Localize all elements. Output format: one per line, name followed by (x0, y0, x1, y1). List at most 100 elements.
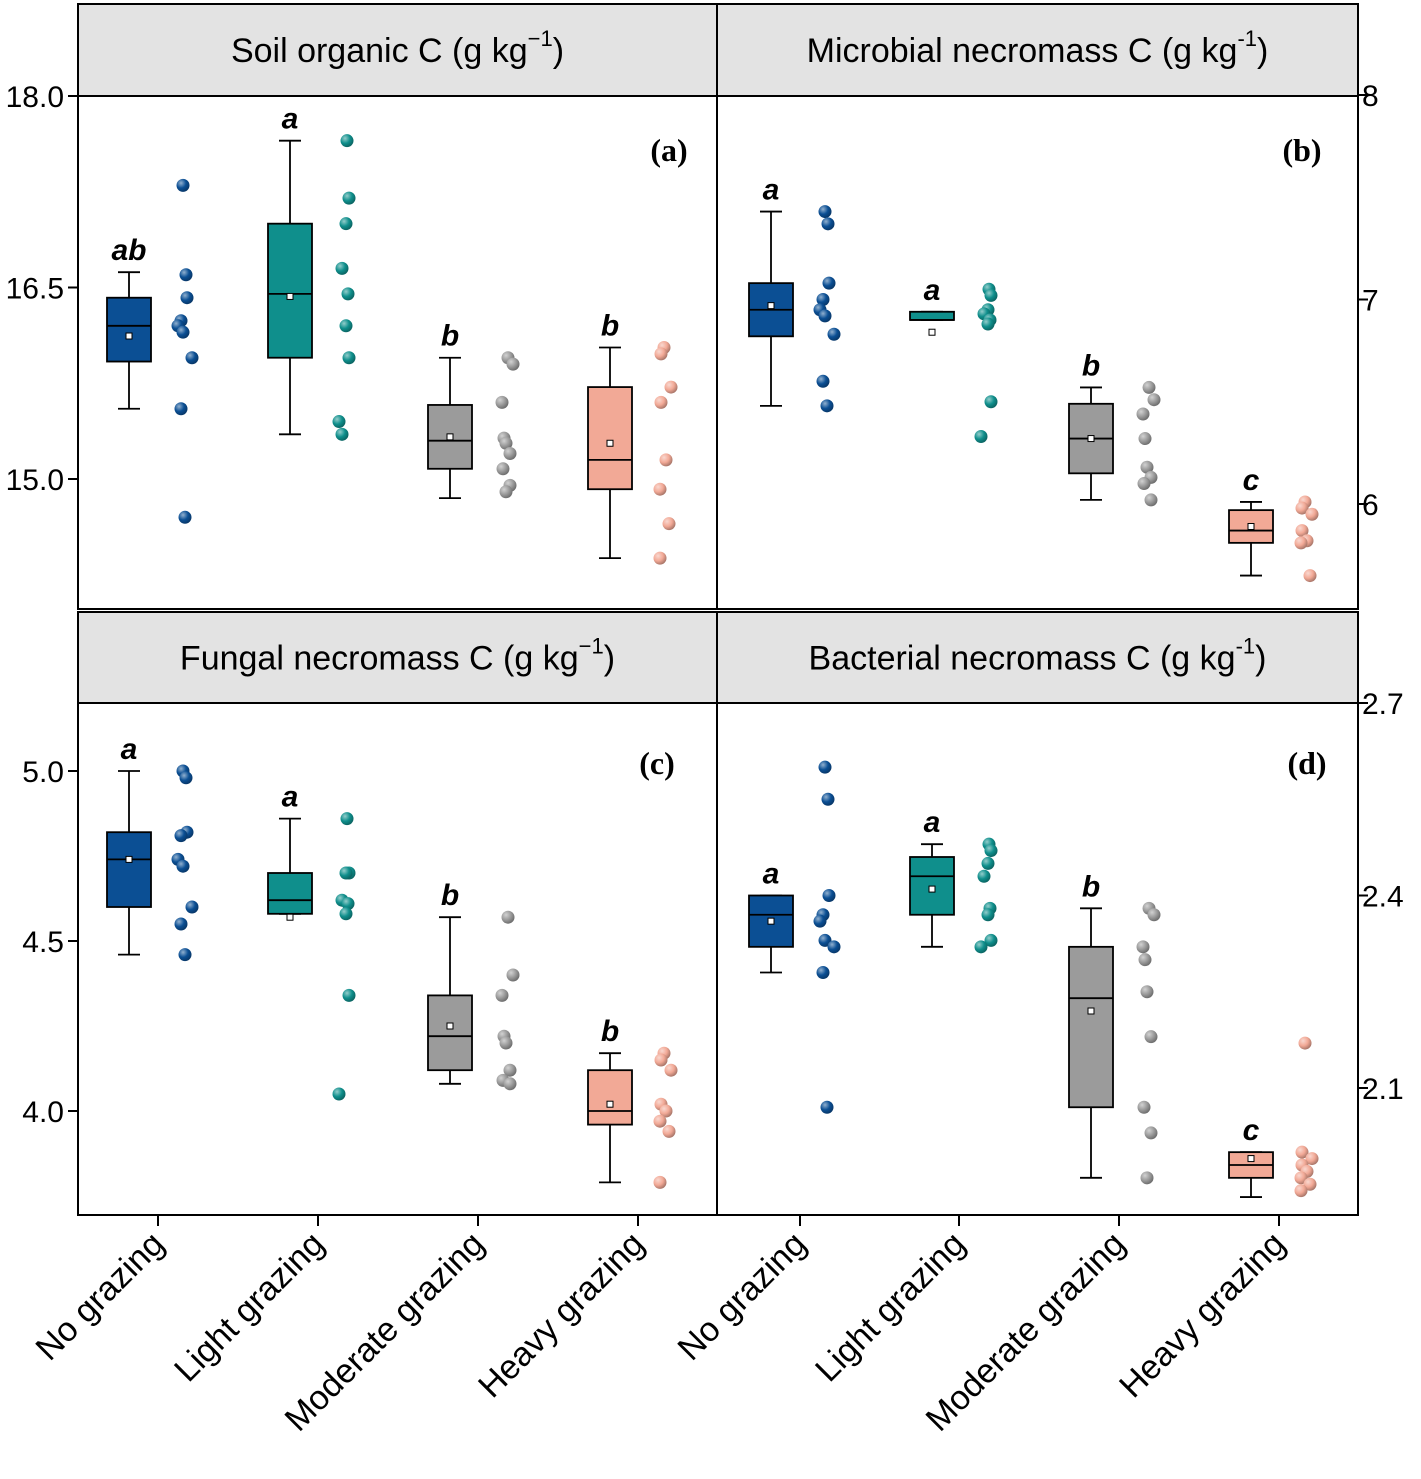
group-c-0: a (106, 733, 199, 962)
data-point (821, 792, 835, 806)
data-point (1295, 501, 1309, 515)
panel-title-c: Fungal necromass C (g kg−1) (180, 634, 615, 678)
data-point (818, 760, 832, 774)
panel-label-a: (a) (650, 132, 687, 168)
data-point (342, 191, 356, 205)
data-point (664, 1063, 678, 1077)
data-point (503, 1077, 517, 1091)
significance-letter: b (1082, 870, 1100, 903)
significance-letter: ab (111, 234, 146, 267)
ytick-label-d: 2.1 (1362, 1073, 1404, 1106)
data-point (1144, 1126, 1158, 1140)
significance-letter: b (1082, 349, 1100, 382)
group-a-2: b (427, 320, 520, 500)
iqr-box (1068, 945, 1114, 1109)
plot-area-d (716, 702, 1359, 1216)
significance-letter: c (1243, 464, 1260, 497)
plot-area-c (77, 702, 718, 1216)
significance-letter: a (924, 806, 941, 839)
panel-title-d: Bacterial necromass C (g kg-1) (809, 634, 1267, 678)
data-point (653, 482, 667, 496)
mean-marker (125, 855, 133, 863)
data-point (984, 395, 998, 409)
data-point (654, 1053, 668, 1067)
data-point (340, 812, 354, 826)
ytick-label-a: 16.5 (6, 273, 64, 306)
data-point (981, 908, 995, 922)
group-c-1: a (267, 781, 356, 1101)
data-point (503, 446, 517, 460)
panel-header-c (77, 611, 718, 704)
iqr-box (1228, 509, 1274, 544)
data-point (977, 869, 991, 883)
panel-a: Soil organic C (g kg−1)(a)15.016.518.0ab… (6, 3, 718, 610)
data-point (984, 844, 998, 858)
data-point (1303, 1177, 1317, 1191)
ytick-label-d: 2.7 (1362, 688, 1404, 721)
data-point (340, 134, 354, 148)
data-point (827, 327, 841, 341)
data-point (653, 551, 667, 565)
data-point (332, 1087, 346, 1101)
data-point (981, 317, 995, 331)
data-point (174, 829, 188, 843)
significance-letter: a (763, 174, 780, 207)
significance-letter: a (924, 274, 941, 307)
iqr-box (748, 894, 794, 948)
group-b-0: a (748, 174, 841, 413)
category-label: Light grazing (808, 1225, 973, 1390)
data-point (818, 205, 832, 219)
data-point (1137, 477, 1151, 491)
data-point (974, 940, 988, 954)
mean-marker (446, 433, 454, 441)
group-d-2: b (1068, 870, 1161, 1185)
mean-marker (446, 1022, 454, 1030)
mean-marker (928, 885, 936, 893)
data-point (654, 395, 668, 409)
data-point (662, 517, 676, 531)
data-point (176, 325, 190, 339)
data-point (185, 351, 199, 365)
iqr-box (106, 831, 152, 908)
data-point (1305, 1152, 1319, 1166)
significance-letter: b (601, 310, 619, 343)
data-point (1147, 393, 1161, 407)
data-point (984, 288, 998, 302)
data-point (1140, 460, 1154, 474)
data-point (178, 510, 192, 524)
data-point (495, 395, 509, 409)
data-point (974, 430, 988, 444)
panel-label-b: (b) (1282, 132, 1321, 168)
significance-letter: b (441, 879, 459, 912)
category-label: Heavy grazing (471, 1225, 652, 1406)
data-point (827, 940, 841, 954)
data-point (1144, 493, 1158, 507)
group-a-3: b (587, 310, 678, 565)
data-point (659, 453, 673, 467)
group-a-1: a (267, 103, 356, 441)
data-point (176, 178, 190, 192)
significance-letter: a (282, 103, 299, 136)
data-point (341, 897, 355, 911)
ytick-label-a: 15.0 (6, 464, 64, 497)
category-label: Light grazing (167, 1225, 332, 1390)
ytick-label-b: 8 (1362, 80, 1379, 113)
data-point (339, 866, 353, 880)
plot-area-a (77, 95, 718, 610)
data-point (178, 948, 192, 962)
significance-letter: a (121, 733, 138, 766)
data-point (1137, 1100, 1151, 1114)
panel-c: Fungal necromass C (g kg−1) (c) 4.0 4.5 5.0 a… (22, 611, 718, 1216)
data-point (1295, 524, 1309, 538)
data-point (1142, 380, 1156, 394)
mean-marker (606, 439, 614, 447)
data-point (180, 291, 194, 305)
data-point (1140, 1171, 1154, 1185)
mean-marker (1087, 435, 1095, 443)
significance-letter: c (1243, 1114, 1260, 1147)
significance-letter: b (601, 1015, 619, 1048)
group-c-2: b (427, 879, 520, 1091)
data-point (506, 968, 520, 982)
data-point (813, 914, 827, 928)
